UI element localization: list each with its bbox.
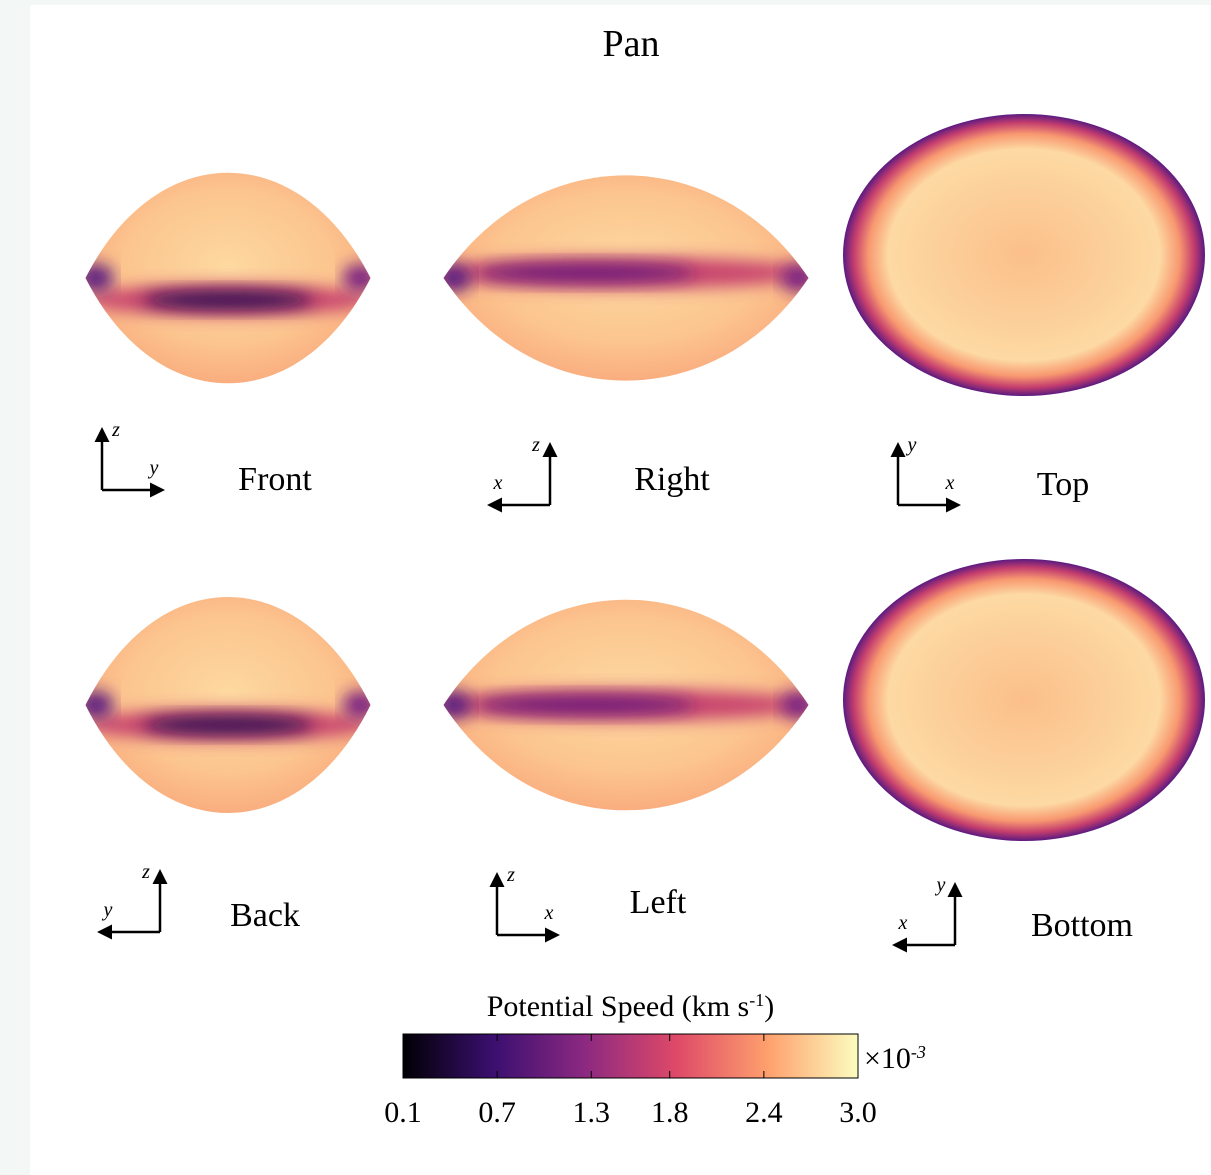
colorbar-label-part: -1 [749,990,764,1010]
speed-band-core [477,695,696,715]
axis-letter: z [506,864,515,886]
axis-letter: x [945,472,955,494]
speed-band-core [477,263,696,283]
axis-letter: x [898,912,908,934]
tick-label: 2.4 [745,1096,783,1129]
speed-band-core [143,715,314,735]
tick-label: 1.3 [573,1096,611,1129]
colorbar-label-part: Potential Speed (km s [487,990,749,1023]
figure: Pan Front z y Right z x Top y x Back z y Left z x Botto… [0,0,1211,1175]
multiplier-base: ×10 [864,1042,911,1075]
asteroid-shape [843,559,1205,841]
view-label: Back [230,897,300,934]
view-label: Top [1037,466,1089,503]
colorbar-label: Potential Speed (km s-1) [487,990,774,1023]
axis-letter: z [111,419,120,441]
view-label: Front [238,461,312,498]
axis-letter: y [935,874,946,896]
view-label: Right [634,461,710,498]
axis-letter: z [531,434,540,456]
tick-label: 0.1 [384,1096,422,1129]
axis-letter: x [493,472,503,494]
tick-label: 0.7 [478,1096,516,1129]
title: Pan [603,23,660,65]
axis-letter: x [544,902,554,924]
axis-letter: y [906,434,917,456]
asteroid-view [843,114,1205,396]
multiplier-exp: -3 [911,1042,926,1062]
colorbar [403,1034,858,1078]
view-label: Left [630,884,687,921]
colorbar-label-part: ) [764,990,774,1023]
asteroid-view [843,559,1205,841]
speed-band-core [143,290,314,310]
axis-letter: y [148,457,159,479]
tick-label: 1.8 [651,1096,689,1129]
axis-letter: y [102,899,113,921]
asteroid-shape [843,114,1205,396]
tick-label: 3.0 [839,1096,877,1129]
axis-letter: z [141,861,150,883]
view-label: Bottom [1031,907,1133,944]
page: Pan Front z y Right z x Top y x Back z y Left z x Botto… [0,0,1211,1175]
